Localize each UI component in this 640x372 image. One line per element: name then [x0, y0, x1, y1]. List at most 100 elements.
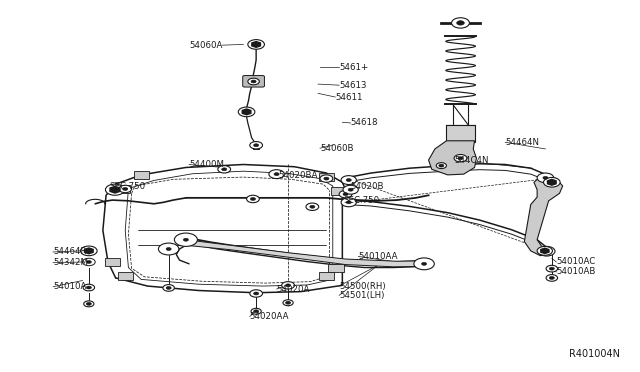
Circle shape	[549, 267, 554, 270]
Bar	[118, 272, 133, 280]
Text: SEC.750: SEC.750	[109, 182, 145, 190]
Circle shape	[238, 107, 255, 117]
Text: 54020B: 54020B	[351, 182, 384, 191]
Circle shape	[457, 21, 465, 25]
Circle shape	[250, 198, 255, 201]
Bar	[332, 187, 347, 195]
Circle shape	[346, 201, 351, 204]
Circle shape	[83, 284, 95, 291]
Circle shape	[544, 250, 549, 253]
Polygon shape	[243, 109, 251, 115]
Circle shape	[346, 179, 351, 182]
Circle shape	[341, 198, 356, 207]
Bar	[134, 171, 149, 179]
Text: 54010A: 54010A	[53, 282, 86, 291]
Circle shape	[159, 243, 179, 255]
Circle shape	[174, 233, 197, 246]
Text: 54060B: 54060B	[320, 144, 353, 153]
Bar	[319, 272, 334, 280]
Circle shape	[250, 141, 262, 149]
Polygon shape	[186, 240, 424, 267]
FancyBboxPatch shape	[243, 76, 264, 87]
Circle shape	[253, 144, 259, 147]
Circle shape	[341, 176, 356, 185]
Text: 54010AC: 54010AC	[556, 257, 596, 266]
Circle shape	[343, 185, 358, 194]
Circle shape	[549, 276, 554, 279]
Text: 5461+: 5461+	[339, 63, 369, 72]
Circle shape	[83, 258, 95, 266]
Bar	[105, 258, 120, 266]
Circle shape	[253, 310, 259, 313]
Circle shape	[436, 163, 447, 169]
Bar	[328, 264, 344, 272]
Circle shape	[283, 300, 293, 306]
Circle shape	[253, 292, 259, 295]
Text: 54020BA: 54020BA	[278, 171, 318, 180]
Circle shape	[119, 185, 132, 193]
Circle shape	[84, 301, 94, 307]
Text: SEC.750: SEC.750	[344, 196, 380, 205]
Text: 54611: 54611	[335, 93, 363, 102]
Circle shape	[106, 184, 125, 195]
Text: 54400M: 54400M	[189, 160, 224, 169]
Circle shape	[537, 173, 554, 183]
Circle shape	[546, 275, 557, 281]
Text: 54020A: 54020A	[276, 285, 310, 294]
Circle shape	[543, 176, 548, 179]
Circle shape	[285, 284, 291, 287]
Circle shape	[343, 193, 348, 196]
Circle shape	[414, 258, 435, 270]
Circle shape	[320, 175, 333, 182]
Circle shape	[269, 170, 284, 179]
Polygon shape	[429, 141, 476, 175]
Text: 54501(LH): 54501(LH)	[339, 291, 385, 300]
Circle shape	[166, 247, 172, 250]
Circle shape	[439, 164, 444, 167]
Circle shape	[546, 265, 557, 272]
Circle shape	[306, 203, 319, 211]
Text: 54618: 54618	[351, 119, 378, 128]
Bar	[447, 125, 474, 141]
Circle shape	[248, 78, 259, 85]
Text: 54010AB: 54010AB	[556, 267, 596, 276]
Circle shape	[310, 205, 315, 208]
Polygon shape	[110, 186, 120, 193]
Text: 54464N: 54464N	[505, 138, 539, 147]
Circle shape	[422, 262, 427, 265]
Text: 54613: 54613	[339, 81, 367, 90]
Circle shape	[86, 302, 92, 305]
Circle shape	[537, 246, 552, 255]
Text: 54500(RH): 54500(RH)	[339, 282, 386, 291]
Circle shape	[81, 246, 97, 256]
Circle shape	[248, 39, 264, 49]
Circle shape	[348, 188, 353, 191]
Circle shape	[183, 238, 188, 241]
Circle shape	[543, 177, 560, 187]
Circle shape	[454, 154, 467, 162]
Circle shape	[86, 286, 92, 289]
Circle shape	[251, 308, 261, 314]
Circle shape	[458, 157, 463, 160]
Polygon shape	[252, 42, 260, 47]
Polygon shape	[524, 176, 563, 256]
Polygon shape	[547, 179, 556, 185]
Polygon shape	[84, 248, 93, 254]
Bar	[115, 185, 130, 193]
Circle shape	[452, 18, 469, 28]
Text: R401004N: R401004N	[569, 349, 620, 359]
Circle shape	[282, 282, 294, 289]
Circle shape	[339, 190, 352, 198]
Circle shape	[250, 290, 262, 297]
Circle shape	[166, 286, 172, 289]
Text: 54060A: 54060A	[189, 41, 222, 50]
Circle shape	[163, 285, 174, 291]
Circle shape	[221, 168, 227, 171]
Circle shape	[285, 301, 291, 304]
Bar	[319, 173, 334, 181]
Text: 54464R: 54464R	[53, 247, 86, 256]
Circle shape	[274, 173, 279, 176]
Circle shape	[324, 177, 329, 180]
Circle shape	[538, 246, 555, 256]
Text: 544C4N: 544C4N	[454, 155, 488, 164]
